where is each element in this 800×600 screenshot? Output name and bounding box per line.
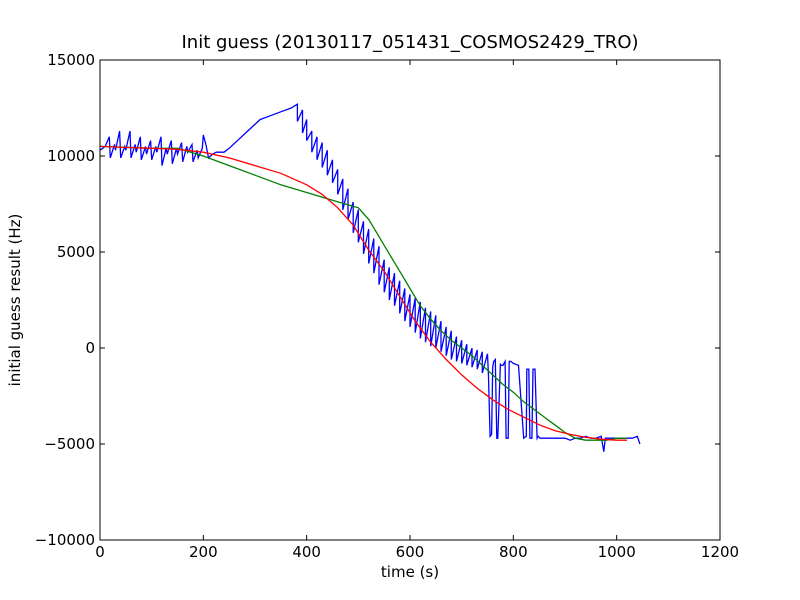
x-tick-label: 1200 (701, 543, 739, 561)
y-tick-label: −10000 (35, 531, 95, 549)
x-tick-label: 200 (189, 543, 218, 561)
y-tick-label: 5000 (57, 243, 95, 261)
y-tick-label: 10000 (47, 147, 95, 165)
x-tick-label: 0 (95, 543, 105, 561)
y-tick-label: 0 (85, 339, 95, 357)
y-tick-label: −5000 (44, 435, 95, 453)
x-tick-label: 600 (396, 543, 425, 561)
x-tick-label: 800 (499, 543, 528, 561)
series-layer (99, 103, 641, 452)
series-line-3 (99, 145, 627, 441)
x-tick-label: 1000 (598, 543, 636, 561)
chart-title: Init guess (20130117_051431_COSMOS2429_T… (181, 32, 638, 53)
y-axis-ticks: −10000 −5000 0 5000 10000 15000 (35, 51, 720, 549)
x-axis-ticks: 0 200 400 600 800 1000 1200 (95, 60, 739, 561)
series-line-1 (99, 103, 641, 452)
y-tick-label: 15000 (47, 51, 95, 69)
x-axis-label: time (s) (381, 563, 439, 581)
x-tick-label: 400 (292, 543, 321, 561)
y-axis-label: initial guess result (Hz) (6, 214, 24, 387)
